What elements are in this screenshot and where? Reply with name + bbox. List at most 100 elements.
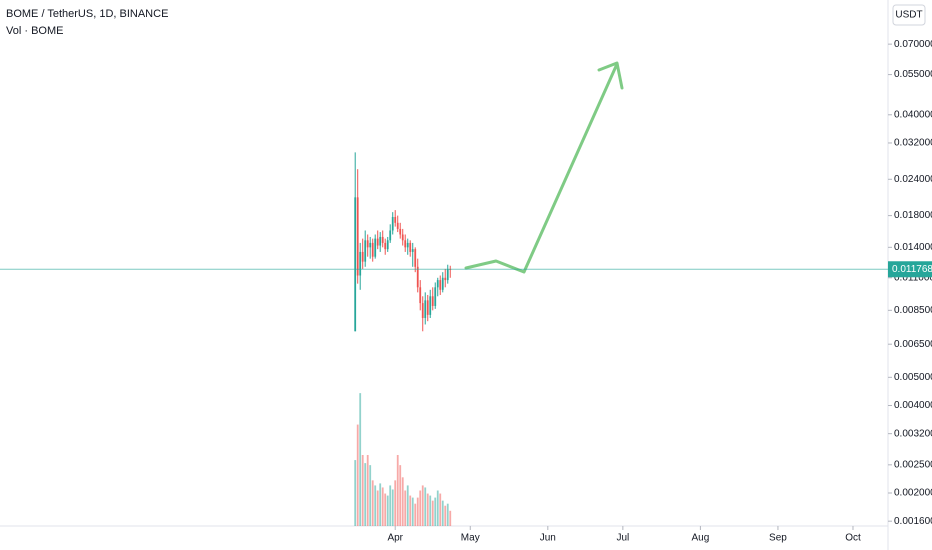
volume-bar xyxy=(416,497,419,526)
volume-bar xyxy=(391,489,394,526)
y-tick-label: 0.005000 xyxy=(894,372,932,383)
x-tick-label: Apr xyxy=(387,533,403,544)
candle-body xyxy=(416,266,419,288)
candle-body xyxy=(374,238,377,257)
candle-body xyxy=(366,240,369,248)
x-tick-label: Jul xyxy=(616,533,629,544)
y-tick-label: 0.002500 xyxy=(894,459,932,470)
volume-bar xyxy=(419,490,422,526)
volume-bar xyxy=(396,455,399,526)
candle-body xyxy=(399,228,402,235)
volume-bar xyxy=(359,393,362,526)
candle-body xyxy=(401,234,404,241)
candle-body xyxy=(391,217,394,231)
x-tick-label: Oct xyxy=(845,533,861,544)
volume-bar xyxy=(429,495,432,526)
volume-bar xyxy=(384,493,387,526)
candle-body xyxy=(409,242,412,252)
candle-body xyxy=(359,251,362,276)
candle-body xyxy=(414,249,417,267)
volume-bar xyxy=(401,477,404,526)
candle-body xyxy=(364,240,367,262)
volume-bar xyxy=(436,490,439,526)
y-tick-label: 0.024000 xyxy=(894,174,932,185)
candle-body xyxy=(376,238,379,246)
volume-bar xyxy=(444,505,447,526)
volume-bar xyxy=(424,487,427,526)
x-tick-label: May xyxy=(461,533,480,544)
volume-bar xyxy=(406,485,409,526)
volume-legend: Vol · BOME xyxy=(6,25,63,37)
volume-bar xyxy=(354,460,357,526)
chart-title: BOME / TetherUS, 1D, BINANCE xyxy=(6,8,168,20)
y-tick-label: 0.004000 xyxy=(894,400,932,411)
candle-body xyxy=(354,197,357,332)
currency-button[interactable] xyxy=(892,4,926,26)
candle-body xyxy=(404,240,407,248)
candle-body xyxy=(431,296,434,306)
candle-body xyxy=(434,287,437,306)
candle-body xyxy=(421,303,424,318)
volume-bar xyxy=(409,495,412,526)
candle-body xyxy=(439,280,442,290)
candle-body xyxy=(356,197,359,276)
volume-bar xyxy=(426,493,429,526)
volume-bar xyxy=(376,490,379,526)
volume-bar xyxy=(369,465,372,526)
x-tick-label: Aug xyxy=(691,533,709,544)
candle-body xyxy=(436,280,439,288)
y-tick-label: 0.006500 xyxy=(894,339,932,350)
last-price-label: 0.011768 xyxy=(892,264,932,275)
y-tick-label: 0.001600 xyxy=(894,516,932,527)
candle-body xyxy=(444,277,447,281)
forecast-arrow xyxy=(464,62,619,274)
x-tick-label: Sep xyxy=(769,533,787,544)
y-tick-label: 0.011000 xyxy=(894,272,932,283)
volume-bar xyxy=(404,490,407,526)
volume-bar xyxy=(361,455,364,526)
volume-bar xyxy=(414,503,417,526)
volume-bar xyxy=(381,487,384,526)
y-tick-label: 0.003200 xyxy=(894,428,932,439)
volume-bar xyxy=(439,493,442,526)
candle-body xyxy=(424,300,427,318)
candle-body xyxy=(389,230,392,241)
volume-bar xyxy=(379,483,382,526)
candle-body xyxy=(369,242,372,248)
candle-body xyxy=(429,296,432,315)
y-tick-label: 0.055000 xyxy=(894,69,932,80)
candle-body xyxy=(371,242,374,257)
candle-body xyxy=(426,300,429,315)
candle-body xyxy=(406,242,409,248)
last-price-box xyxy=(888,261,932,278)
volume-bar xyxy=(446,503,449,526)
candle-body xyxy=(379,236,382,246)
volume-bar xyxy=(411,497,414,526)
volume-bar xyxy=(374,485,377,526)
volume-bar xyxy=(371,480,374,526)
volume-bar xyxy=(431,500,434,526)
volume-bar xyxy=(441,500,444,526)
volume-bar xyxy=(389,485,392,526)
volume-bar xyxy=(394,480,397,526)
candle-body xyxy=(384,242,387,250)
volume-bar xyxy=(366,455,369,526)
y-tick-label: 0.008500 xyxy=(894,305,932,316)
candle-body xyxy=(361,251,364,262)
candle-body xyxy=(396,222,399,229)
y-tick-label: 0.032000 xyxy=(894,138,932,149)
candle-body xyxy=(386,240,389,250)
y-tick-label: 0.018000 xyxy=(894,210,932,221)
volume-bar xyxy=(449,510,452,526)
volume-bar xyxy=(364,463,367,526)
currency-label: USDT xyxy=(895,10,922,21)
y-tick-label: 0.002000 xyxy=(894,488,932,499)
candle-body xyxy=(394,217,397,223)
y-tick-label: 0.070000 xyxy=(894,39,932,50)
volume-bar xyxy=(421,485,424,526)
candle-body xyxy=(446,268,449,281)
y-tick-label: 0.040000 xyxy=(894,109,932,120)
candle-body xyxy=(441,277,444,290)
arrow-head xyxy=(597,61,624,90)
